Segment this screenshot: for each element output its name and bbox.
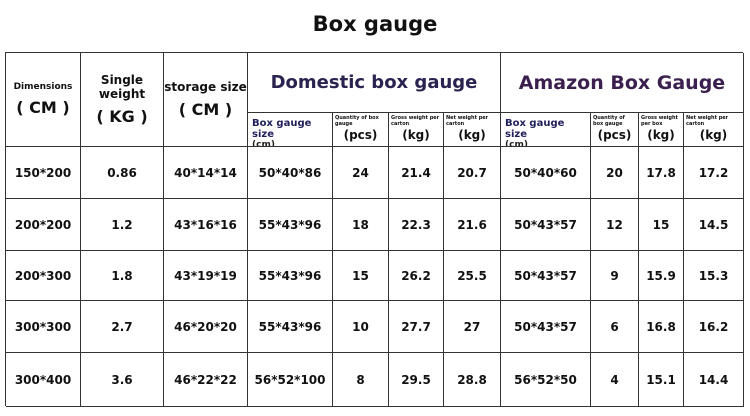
subheader-box-gauge-size: Box gauge size (cm) [248,113,333,147]
subheader-unit: (pcs) [343,128,378,142]
table-cell: 9 [591,251,639,301]
subheader-unit: (kg) [402,128,430,142]
table-cell: 55*43*96 [248,301,333,353]
header-unit: ( KG ) [96,107,148,126]
header-unit: ( CM ) [16,98,70,117]
subheader-net-weight-per-carton: Net weight per carton (kg) [684,113,744,147]
subheader-label: Gross weight per box [641,115,678,127]
subheader-net-weight-per-carton: Net weight per carton (kg) [444,113,501,147]
header-label: Dimensions [13,82,73,92]
table-cell: 21.4 [389,147,444,199]
table-cell: 43*19*19 [164,251,248,301]
table-cell: 50*40*60 [501,147,591,199]
table-cell: 27 [444,301,501,353]
table-cell: 55*43*96 [248,199,333,251]
subheader-label: Quantity of box gauge [335,115,379,127]
table-cell: 26.2 [389,251,444,301]
table-cell: 43*16*16 [164,199,248,251]
table-cell: 27.7 [389,301,444,353]
table-cell: 15.9 [639,251,684,301]
table-cell: 10 [333,301,389,353]
subheader-unit: (kg) [458,128,486,142]
table-cell: 29.5 [389,353,444,407]
subheader-unit: (cm) [252,140,275,147]
table-cell: 20 [591,147,639,199]
table-cell: 12 [591,199,639,251]
subheader-label: Net weight per carton [686,115,729,127]
subheader-label: Box gauge size [252,118,312,140]
header-domestic-box-gauge: Domestic box gauge [248,53,501,113]
subheader-label: Net weight per carton [446,115,489,127]
table-cell: 14.5 [684,199,744,251]
table-cell: 55*43*96 [248,251,333,301]
table-cell: 56*52*50 [501,353,591,407]
header-dimensions: Dimensions ( CM ) [6,53,81,147]
table-cell: 15.3 [684,251,744,301]
table-cell: 17.2 [684,147,744,199]
table-cell: 14.4 [684,353,744,407]
table-cell: 8 [333,353,389,407]
table-cell: 50*40*86 [248,147,333,199]
box-gauge-table: Dimensions ( CM ) Single weight ( KG ) s… [5,52,744,407]
subheader-gross-weight-per-box: Gross weight per box (kg) [639,113,684,147]
subheader-label: Box gauge size [505,118,565,140]
table-cell: 0.86 [81,147,164,199]
table-cell: 46*20*20 [164,301,248,353]
header-label: Single weight [98,73,146,101]
table-cell: 18 [333,199,389,251]
table-cell: 46*22*22 [164,353,248,407]
table-cell: 25.5 [444,251,501,301]
table-cell: 3.6 [81,353,164,407]
subheader-unit: (kg) [699,128,728,142]
table-cell: 56*52*100 [248,353,333,407]
table-cell: 50*43*57 [501,199,591,251]
table-cell: 15 [639,199,684,251]
table-cell: 28.8 [444,353,501,407]
table-cell: 200*200 [6,199,81,251]
table-cell: 1.2 [81,199,164,251]
table-cell: 16.2 [684,301,744,353]
page-title: Box gauge [312,12,438,36]
table-cell: 1.8 [81,251,164,301]
header-unit: ( CM ) [178,100,233,119]
header-single-weight: Single weight ( KG ) [81,53,164,147]
table-cell: 50*43*57 [501,301,591,353]
table-cell: 150*200 [6,147,81,199]
table-cell: 4 [591,353,639,407]
table-cell: 24 [333,147,389,199]
subheader-label: Gross weight per carton [391,115,440,127]
table-cell: 40*14*14 [164,147,248,199]
table-cell: 17.8 [639,147,684,199]
header-label: storage size [164,80,247,94]
table-cell: 50*43*57 [501,251,591,301]
subheader-quantity-of-box-gauge: Quantity of box gauge (pcs) [333,113,389,147]
subheader-unit: (kg) [647,128,675,142]
table-cell: 16.8 [639,301,684,353]
subheader-quantity-of-box-gauge: Quantity of box gauge (pcs) [591,113,639,147]
header-amazon-box-gauge: Amazon Box Gauge [501,53,744,113]
table-cell: 2.7 [81,301,164,353]
table-cell: 22.3 [389,199,444,251]
subheader-box-gauge-size: Box gauge size (cm) [501,113,591,147]
subheader-label: Quantity of box gauge [593,115,625,127]
table-cell: 15.1 [639,353,684,407]
table-cell: 15 [333,251,389,301]
table-cell: 300*400 [6,353,81,407]
table-cell: 200*300 [6,251,81,301]
subheader-unit: (pcs) [597,128,632,142]
header-storage-size: storage size ( CM ) [164,53,248,147]
table-cell: 300*300 [6,301,81,353]
subheader-unit: (cm) [505,140,528,147]
table-cell: 20.7 [444,147,501,199]
table-cell: 21.6 [444,199,501,251]
subheader-gross-weight-per-carton: Gross weight per carton (kg) [389,113,444,147]
table-cell: 6 [591,301,639,353]
